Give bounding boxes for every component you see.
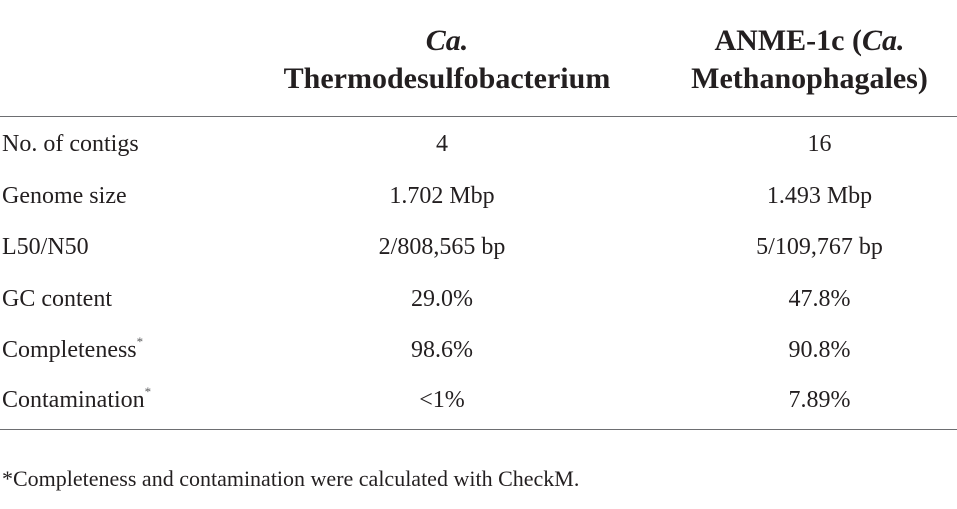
table-footnote: *Completeness and contamination were cal… bbox=[2, 466, 580, 491]
table-row: L50/N50 2/808,565 bp 5/109,767 bp bbox=[0, 222, 957, 274]
cell-thermodesulfobacterium: 1.702 Mbp bbox=[389, 182, 495, 209]
header-thermodesulfobacterium: Ca. Thermodesulfobacterium bbox=[222, 0, 662, 117]
cell-thermodesulfobacterium: 2/808,565 bp bbox=[378, 234, 506, 261]
header-anme-prefix: ANME-1c ( bbox=[714, 24, 862, 57]
row-label-text: Contamination bbox=[2, 387, 145, 413]
cell-thermodesulfobacterium: <1% bbox=[222, 376, 662, 430]
row-label: Completeness* bbox=[0, 325, 222, 377]
row-label-text: GC content bbox=[2, 285, 112, 312]
cell-anme-1c: 90.8% bbox=[788, 337, 851, 364]
header-anme-1c: ANME-1c (Ca. Methanophagales) bbox=[662, 0, 957, 117]
table-row: Contamination* <1% 7.89% bbox=[0, 376, 957, 430]
cell-anme-1c: 7.89% bbox=[662, 376, 957, 430]
footnote-marker: * bbox=[144, 384, 152, 399]
cell-anme-1c: 1.493 Mbp bbox=[766, 182, 873, 209]
footnote-marker: * bbox=[136, 334, 144, 350]
table-row: GC content 29.0% 47.8% bbox=[0, 274, 957, 326]
row-label-text: Genome size bbox=[2, 182, 127, 209]
cell-thermodesulfobacterium: 98.6% bbox=[411, 337, 473, 364]
table-row: Completeness* 98.6% 90.8% bbox=[0, 325, 957, 377]
row-label: Genome size bbox=[0, 171, 222, 223]
row-label: Contamination* bbox=[0, 376, 222, 430]
row-label: GC content bbox=[0, 274, 222, 326]
table-row: No. of contigs 4 16 bbox=[0, 117, 957, 171]
header-anme-name: Methanophagales) bbox=[691, 62, 928, 95]
cell-anme-1c: 16 bbox=[807, 131, 832, 158]
cell-anme-1c: 5/109,767 bp bbox=[756, 234, 883, 261]
cell-thermodesulfobacterium: 4 bbox=[436, 131, 448, 158]
header-row: Ca. Thermodesulfobacterium ANME-1c (Ca. … bbox=[0, 0, 957, 117]
cell-thermodesulfobacterium: 29.0% bbox=[411, 285, 473, 312]
table-row: Genome size 1.702 Mbp 1.493 Mbp bbox=[0, 171, 957, 223]
row-label-text: L50/N50 bbox=[2, 234, 89, 261]
row-label-text: No. of contigs bbox=[2, 131, 139, 158]
row-label: No. of contigs bbox=[0, 117, 222, 171]
header-empty-cell bbox=[0, 0, 222, 117]
row-label-text: Completeness bbox=[2, 337, 137, 364]
cell-anme-1c: 47.8% bbox=[788, 285, 851, 312]
header-ca-abbrev: Ca. bbox=[425, 24, 469, 57]
row-label: L50/N50 bbox=[0, 222, 222, 274]
header-thermo-name: Thermodesulfobacterium bbox=[283, 62, 611, 95]
genome-stats-table: Ca. Thermodesulfobacterium ANME-1c (Ca. … bbox=[0, 0, 957, 430]
header-ca-abbrev: Ca. bbox=[861, 24, 905, 57]
